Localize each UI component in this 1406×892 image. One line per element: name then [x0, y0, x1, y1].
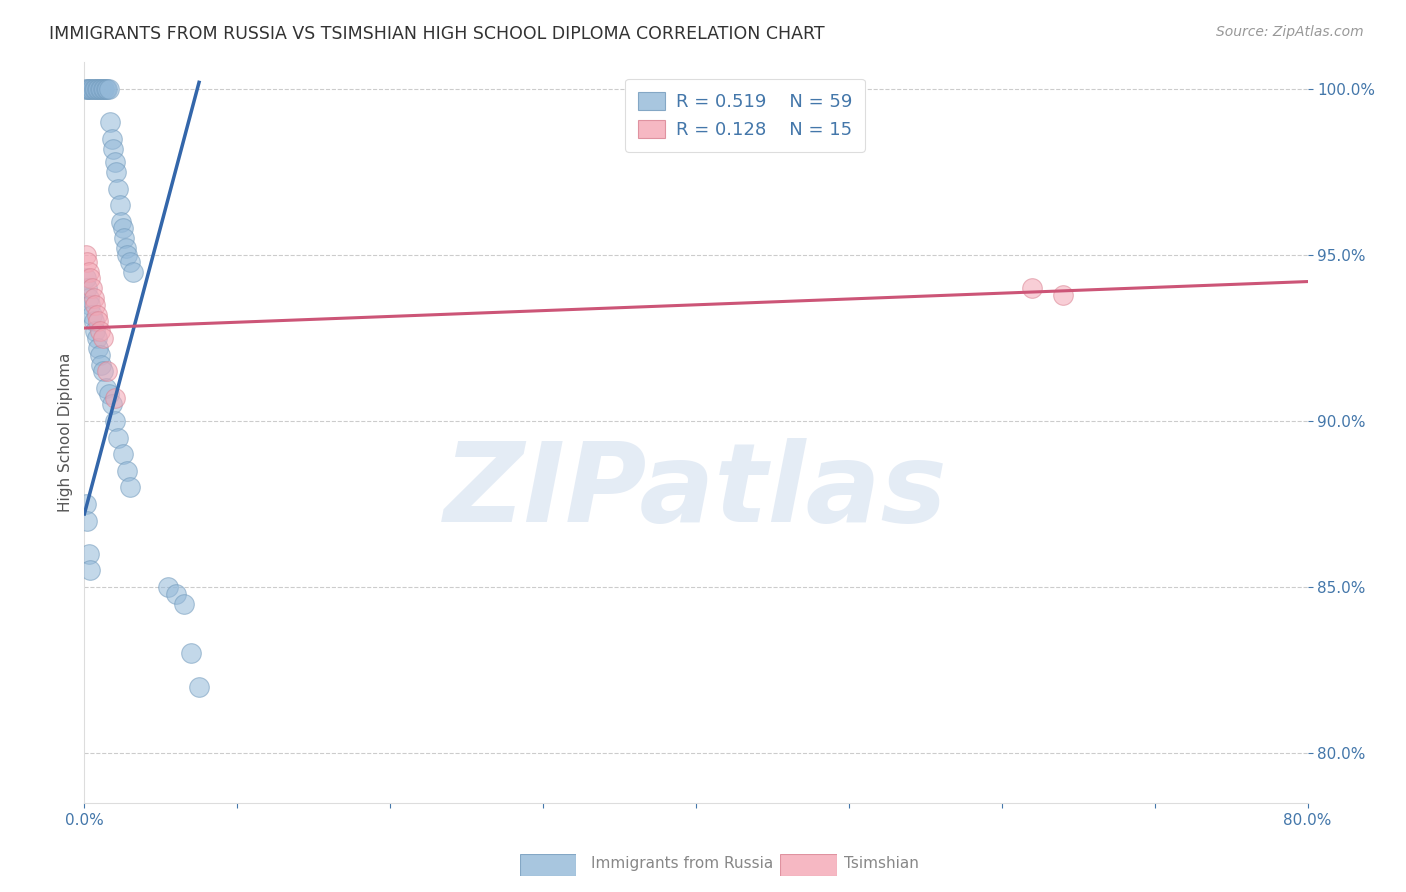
Point — [79, 298, 101, 312]
Y-axis label: High School Diploma: High School Diploma — [58, 353, 73, 512]
Point — [110, 215, 132, 229]
Point — [107, 181, 129, 195]
Point — [79, 563, 101, 577]
Point — [75, 271, 97, 285]
Point — [76, 254, 98, 268]
Point — [86, 308, 108, 322]
Point — [120, 254, 142, 268]
Point — [101, 132, 124, 146]
Point — [115, 248, 138, 262]
Point — [98, 115, 121, 129]
Point — [80, 82, 103, 96]
Point — [75, 248, 97, 262]
Point — [112, 231, 135, 245]
Point — [76, 281, 98, 295]
Point — [157, 580, 180, 594]
Point — [86, 331, 108, 345]
Point — [77, 547, 100, 561]
Text: IMMIGRANTS FROM RUSSIA VS TSIMSHIAN HIGH SCHOOL DIPLOMA CORRELATION CHART: IMMIGRANTS FROM RUSSIA VS TSIMSHIAN HIGH… — [49, 25, 825, 43]
Point — [87, 341, 110, 355]
Point — [94, 381, 117, 395]
Point — [122, 264, 145, 278]
Point — [115, 464, 138, 478]
Point — [79, 82, 101, 96]
Point — [105, 165, 128, 179]
Point — [91, 331, 114, 345]
Point — [107, 431, 129, 445]
Point — [93, 82, 115, 96]
Text: Immigrants from Russia: Immigrants from Russia — [591, 856, 773, 871]
Point — [79, 271, 101, 285]
Point — [108, 198, 131, 212]
Legend: R = 0.519    N = 59, R = 0.128    N = 15: R = 0.519 N = 59, R = 0.128 N = 15 — [626, 78, 865, 152]
Point — [80, 281, 103, 295]
Point — [1021, 281, 1043, 295]
Point — [101, 397, 124, 411]
Point — [76, 82, 98, 96]
Point — [84, 298, 107, 312]
Point — [96, 364, 118, 378]
Point — [76, 514, 98, 528]
Point — [77, 264, 100, 278]
Point — [173, 597, 195, 611]
Point — [104, 391, 127, 405]
Point — [1052, 288, 1074, 302]
Point — [114, 241, 136, 255]
Point — [104, 155, 127, 169]
Point — [111, 221, 134, 235]
Point — [104, 414, 127, 428]
Point — [84, 82, 107, 96]
Point — [83, 291, 105, 305]
Point — [91, 364, 114, 378]
Point — [83, 82, 105, 96]
Point — [89, 324, 111, 338]
Point — [90, 82, 112, 96]
Point — [77, 291, 100, 305]
Point — [120, 480, 142, 494]
Point — [87, 82, 110, 96]
Point — [75, 82, 97, 96]
Point — [165, 587, 187, 601]
Point — [96, 82, 118, 96]
Point — [89, 82, 111, 96]
Point — [97, 82, 120, 96]
Point — [91, 82, 114, 96]
Text: Tsimshian: Tsimshian — [844, 856, 918, 871]
Point — [83, 314, 105, 328]
Point — [94, 82, 117, 96]
Point — [80, 308, 103, 322]
Point — [90, 358, 112, 372]
Point — [103, 142, 125, 156]
Point — [84, 324, 107, 338]
Point — [111, 447, 134, 461]
Point — [188, 680, 211, 694]
Text: Source: ZipAtlas.com: Source: ZipAtlas.com — [1216, 25, 1364, 39]
Point — [86, 82, 108, 96]
Point — [89, 348, 111, 362]
Point — [75, 497, 97, 511]
Point — [97, 387, 120, 401]
Point — [87, 314, 110, 328]
Text: ZIPatlas: ZIPatlas — [444, 438, 948, 545]
Point — [77, 82, 100, 96]
Point — [180, 647, 202, 661]
